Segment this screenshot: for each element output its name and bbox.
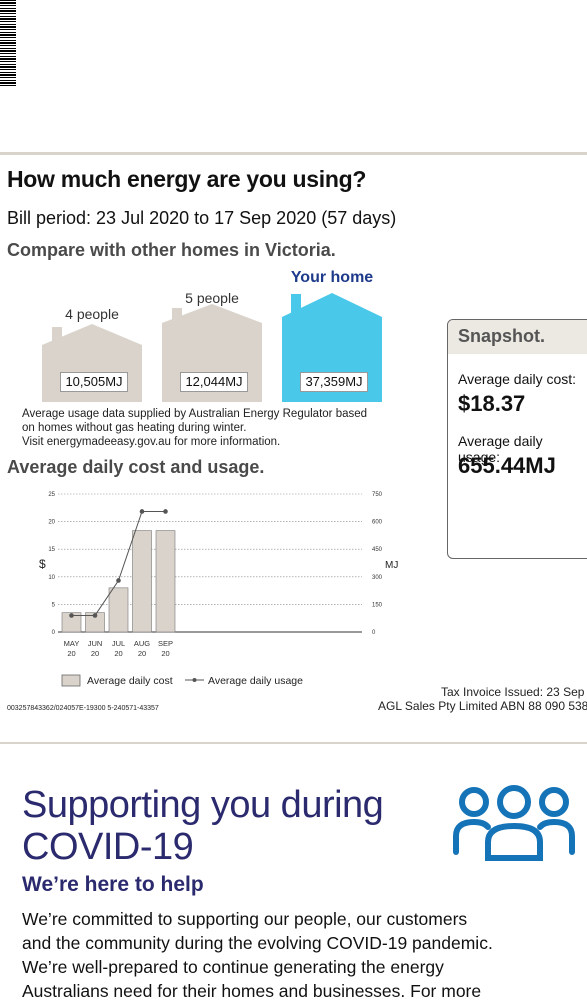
x-tick-label: 20 [91, 649, 99, 658]
y2-tick-label: 750 [372, 492, 383, 498]
house-5-chimney [172, 308, 182, 324]
chart-grid [58, 493, 362, 633]
note-line: Average usage data supplied by Australia… [22, 408, 368, 420]
chart-title: Average daily cost and usage. [7, 457, 265, 477]
y-tick-label: 10 [48, 575, 55, 581]
snapshot-title: Snapshot. [458, 326, 546, 346]
covid-subtitle: We’re here to help [22, 873, 204, 896]
chart-line [69, 509, 168, 618]
y2-tick-label: 0 [372, 630, 376, 636]
usage-point [69, 613, 74, 618]
y2-axis-label: MJ [385, 560, 398, 571]
cost-bar [132, 530, 152, 633]
y-tick-label: 0 [52, 630, 56, 636]
x-tick-label: 20 [138, 649, 146, 658]
house-4-label: 4 people [65, 306, 119, 322]
reference-number: 003257843362/024057E-19300 5-240571-4335… [7, 705, 159, 712]
snapshot-box [447, 319, 587, 559]
snapshot-header [448, 320, 587, 354]
usage-point [92, 613, 98, 618]
note-line: Visit energymadeeasy.gov.au for more inf… [22, 436, 281, 448]
x-tick-label: SEP [158, 639, 173, 648]
x-tick-label: JUN [88, 639, 103, 648]
usage-point [139, 509, 145, 514]
x-tick-label: 20 [161, 649, 169, 658]
page-title: How much energy are you using? [7, 166, 367, 192]
cost-bar [155, 530, 176, 633]
house-5-label: 5 people [185, 290, 239, 306]
x-tick-label: 20 [114, 649, 122, 658]
house-your-chimney [291, 294, 301, 314]
covid-title-line: COVID-19 [22, 826, 194, 868]
your-home-value: 37,359MJ [300, 372, 368, 392]
y2-tick-label: 150 [372, 602, 383, 608]
snapshot-usage-value: 655.44MJ [458, 453, 556, 478]
usage-note: Average usage data supplied by Australia… [22, 407, 367, 449]
legend-line-marker [192, 678, 197, 682]
your-home-label: Your home [290, 269, 374, 286]
covid-body-line: We’re committed to supporting our people… [22, 909, 468, 929]
y-tick-label: 25 [48, 492, 55, 498]
y-tick-label: 5 [52, 602, 56, 608]
y2-tick-label: 450 [372, 547, 383, 553]
cost-bar [61, 612, 82, 633]
y-tick-label: 15 [48, 547, 55, 553]
y-axis-label: $ [39, 557, 46, 571]
x-tick-label: 20 [67, 649, 75, 658]
section-divider [0, 742, 587, 744]
x-tick-label: MAY [64, 639, 80, 648]
usage-point [116, 578, 121, 583]
legend-bar-swatch [61, 674, 81, 687]
covid-body-line: We’re well-prepared to continue generati… [22, 957, 444, 977]
snapshot-usage-label: Average daily usage: [458, 433, 543, 465]
usage-point [163, 509, 168, 514]
house-4-chimney [52, 327, 62, 343]
note-line: on homes without gas heating during wint… [22, 422, 247, 434]
chart-bars [61, 530, 176, 633]
x-tick-label: JUL [112, 639, 125, 648]
covid-body-line: and the community during the evolving CO… [22, 933, 493, 953]
house-4-value: 10,505MJ [60, 372, 128, 392]
cost-bar [108, 587, 129, 633]
legend-bar-label: Average daily cost [87, 675, 173, 687]
snapshot-cost-label: Average daily cost: [458, 371, 577, 387]
x-tick-label: AUG [134, 639, 150, 648]
barcode [0, 0, 16, 88]
snapshot-cost-value: $18.37 [458, 391, 526, 416]
y-tick-label: 20 [48, 520, 55, 526]
company-abn: AGL Sales Pty Limited ABN 88 090 538 [378, 699, 587, 713]
house-5-value: 12,044MJ [180, 372, 248, 392]
y2-tick-label: 600 [372, 520, 383, 526]
covid-body-line: Australians need for their homes and bus… [22, 981, 482, 1001]
panel-divider [0, 152, 587, 155]
cost-bar [85, 612, 105, 633]
covid-title-line: Supporting you during [22, 784, 384, 826]
people-group-icon [453, 785, 575, 861]
bill-period: Bill period: 23 Jul 2020 to 17 Sep 2020 … [7, 208, 397, 228]
covid-body: We’re committed to supporting our people… [22, 907, 582, 1003]
compare-title: Compare with other homes in Victoria. [7, 240, 336, 260]
tax-invoice-issued: Tax Invoice Issued: 23 Sep 2 [441, 685, 587, 699]
legend-line-label: Average daily usage [208, 675, 303, 687]
y2-tick-label: 300 [372, 575, 383, 581]
covid-title: Supporting you during COVID-19 [22, 784, 384, 868]
